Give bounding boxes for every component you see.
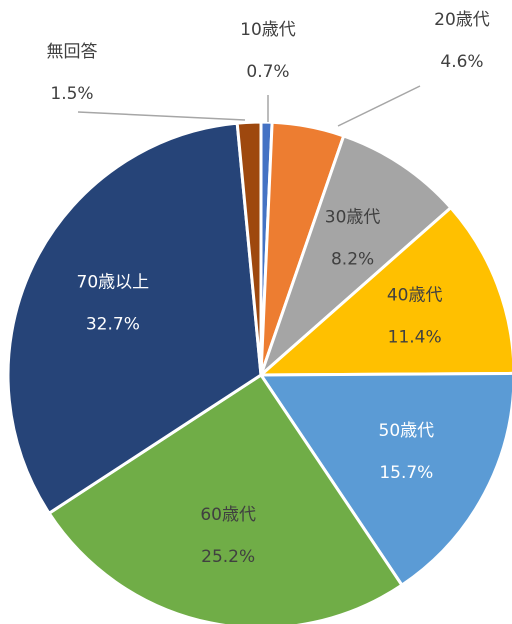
category-label: 20歳代	[434, 10, 490, 30]
leader-line	[77, 111, 246, 121]
pie-slice	[257, 205, 512, 377]
value-label: 1.5%	[50, 84, 93, 104]
category-label: 無回答	[47, 42, 98, 62]
value-label: 8.2%	[331, 249, 374, 269]
value-label: 4.6%	[440, 52, 483, 72]
category-label: 50歳代	[379, 421, 435, 441]
category-label: 10歳代	[240, 20, 296, 40]
pie-slice	[6, 121, 263, 516]
value-label: 0.7%	[246, 62, 289, 82]
value-label: 15.7%	[379, 463, 433, 483]
pie-slice	[235, 120, 263, 376]
pie-slice	[47, 372, 404, 624]
value-label: 25.2%	[201, 547, 255, 567]
value-label: 11.4%	[388, 327, 442, 347]
category-label: 70歳以上	[77, 273, 150, 293]
leader-line	[337, 85, 421, 127]
category-label: 60歳代	[200, 505, 256, 525]
pie-slice	[257, 133, 453, 380]
category-label: 40歳代	[387, 285, 443, 305]
value-label: 32.7%	[86, 315, 140, 335]
pie-slice	[258, 371, 512, 588]
category-label: 30歳代	[325, 207, 381, 227]
